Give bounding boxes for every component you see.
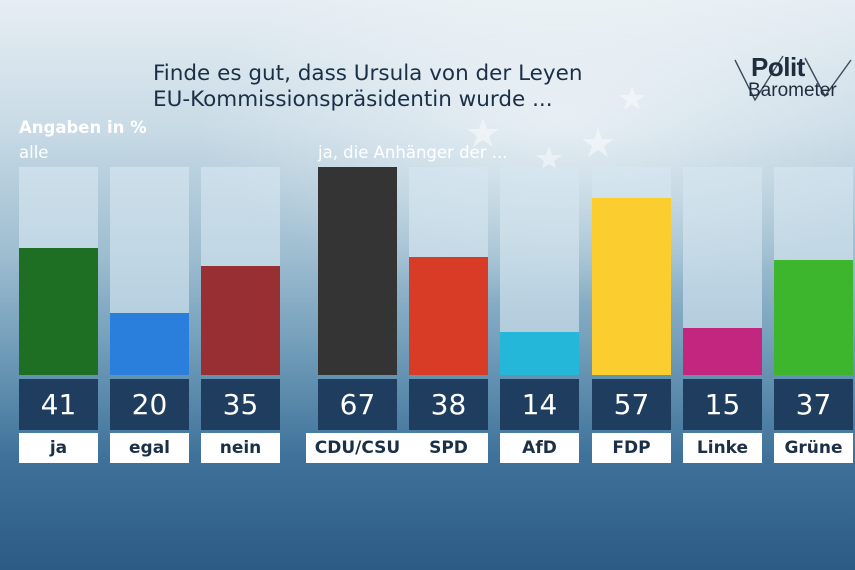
bar-column-fdp: 57 FDP [592,167,671,463]
bar-column-linke: 15 Linke [683,167,762,463]
bar-ja [19,248,98,375]
politbarometer-logo: Polit Barometer [733,52,853,108]
bar-column-gr-ne: 37 Grüne [774,167,853,463]
value-label-linke: 15 [683,379,762,430]
bar-column-egal: 20 egal [110,167,189,463]
bar-egal [110,313,189,375]
bar-afd [500,332,579,375]
unit-label: Angaben in % [19,118,147,137]
chart-title: Finde es gut, dass Ursula von der Leyen … [153,61,583,113]
bar-fdp [592,198,671,375]
value-label-nein: 35 [201,379,280,430]
bar-linke [683,328,762,375]
value-label-ja: 41 [19,379,98,430]
category-label-linke: Linke [683,433,762,463]
bar-column-nein: 35 nein [201,167,280,463]
value-label-fdp: 57 [592,379,671,430]
bar-nein [201,266,280,375]
logo-text-polit: Polit [751,52,805,82]
category-label-afd: AfD [500,433,579,463]
group-parties-label: ja, die Anhänger der ... [318,143,508,162]
value-label-cdu-csu: 67 [318,379,397,430]
value-label-spd: 38 [409,379,488,430]
chart-title-line-2: EU-Kommissionspräsidentin wurde ... [153,87,553,112]
bar-column-ja: 41 ja [19,167,98,463]
category-label-spd: SPD [409,433,488,463]
group-all-label: alle [19,143,49,162]
bar-gr-ne [774,260,853,375]
value-label-afd: 14 [500,379,579,430]
category-label-egal: egal [110,433,189,463]
category-label-nein: nein [201,433,280,463]
category-label-fdp: FDP [592,433,671,463]
chart-title-line-1: Finde es gut, dass Ursula von der Leyen [153,61,583,86]
bar-column-afd: 14 AfD [500,167,579,463]
logo-text-barometer: Barometer [748,80,837,101]
logo-check-icon [734,55,852,102]
value-label-egal: 20 [110,379,189,430]
bar-column-cdu-csu: 67 CDU/CSU [306,167,409,463]
bar-column-spd: 38 SPD [409,167,488,463]
bar-cdu-csu [318,167,397,375]
category-label-ja: ja [19,433,98,463]
bar-spd [409,257,488,375]
category-label-cdu-csu: CDU/CSU [306,433,409,463]
category-label-gr-ne: Grüne [774,433,853,463]
value-label-gr-ne: 37 [774,379,853,430]
